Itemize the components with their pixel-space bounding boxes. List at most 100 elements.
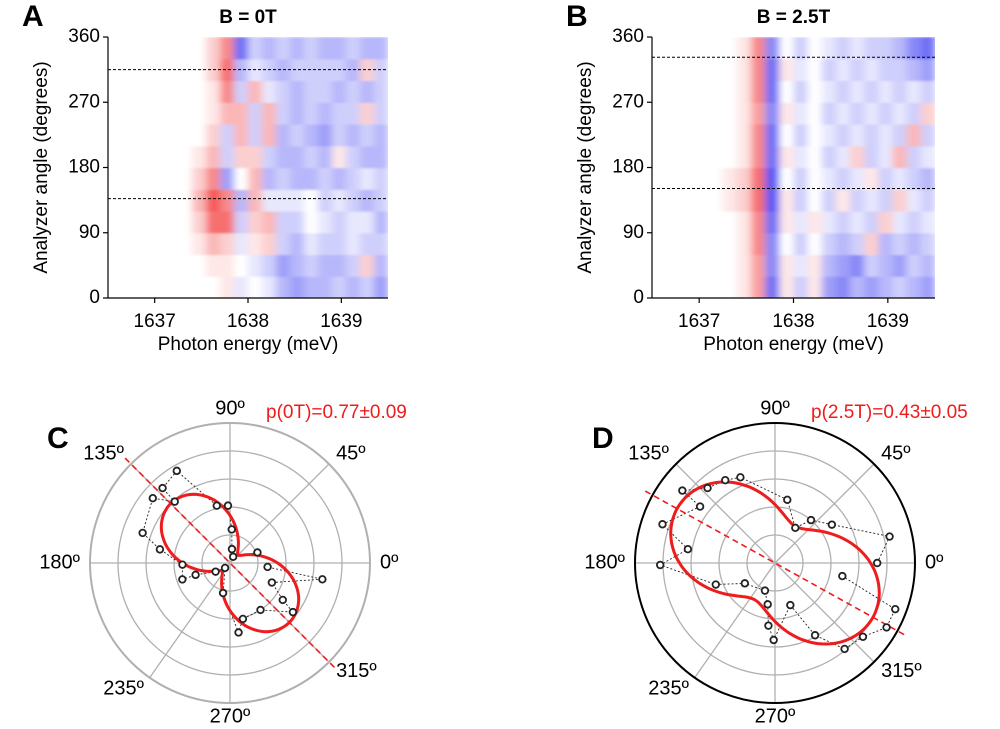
heatmap-cell (821, 276, 837, 298)
heatmap-cell (694, 80, 710, 103)
data-point (155, 545, 165, 554)
heatmap-cell (178, 37, 193, 60)
heatmap-cell (722, 124, 738, 147)
heatmap-cell (736, 145, 752, 169)
heatmap-cell (164, 232, 179, 256)
heatmap-cell (821, 58, 837, 82)
spoke (774, 463, 875, 564)
heatmap-cell (835, 232, 851, 256)
heatmap-cell (892, 189, 908, 212)
heatmap-cell (374, 189, 388, 212)
heatmap-cell (821, 189, 837, 212)
heatmap-cell (751, 37, 766, 60)
heatmap-cell (304, 37, 319, 60)
data-point (760, 586, 770, 595)
heatmap-cell (332, 254, 347, 277)
heatmap-cell (892, 80, 908, 103)
heatmap-cell (708, 276, 724, 298)
heatmap-cell (906, 232, 922, 256)
heatmap-cell (220, 145, 235, 169)
heatmap-cell (708, 167, 724, 190)
polar-frame (634, 422, 916, 704)
heatmap-cell (864, 102, 879, 125)
heatmap-cell (765, 124, 780, 147)
heatmap-cell (150, 124, 165, 147)
heatmap-cell (374, 124, 388, 147)
heatmap-cell (262, 102, 277, 125)
data-point (238, 614, 248, 624)
heatmap-cell (694, 58, 710, 82)
heatmap-cell (234, 254, 249, 277)
heatmap-cell (878, 102, 894, 125)
heatmap-cell (835, 189, 851, 212)
heatmap-cell (234, 276, 249, 298)
heatmap-cell (765, 211, 780, 234)
heatmap-cell (290, 124, 305, 147)
heatmap-cell (821, 37, 837, 60)
heatmap-cell (164, 211, 179, 234)
heatmap-cell (108, 254, 123, 277)
data-point (218, 588, 228, 598)
heatmap-cell (906, 276, 922, 298)
heatmap-cell (360, 37, 375, 60)
heatmap-cell (150, 145, 165, 169)
annotation: p(2.5T)=0.43±0.05 (811, 402, 968, 423)
heatmap-cell (332, 276, 347, 298)
data-point (223, 501, 233, 510)
heatmap-cell (708, 211, 724, 234)
heatmap-cell (262, 232, 277, 256)
angle-label: 270º (755, 705, 796, 727)
heatmap-cell (906, 254, 922, 277)
heatmap-cell (360, 124, 375, 147)
heatmap-cell (248, 102, 263, 125)
heatmap-cell (666, 276, 681, 298)
heatmap-cell (192, 276, 207, 298)
heatmap-cell (722, 37, 738, 60)
heatmap-cell (694, 124, 710, 147)
angle-label: 45º (336, 442, 366, 464)
heatmap-cell (220, 102, 235, 125)
heatmap-cell (864, 124, 879, 147)
heatmap-cell (892, 58, 908, 82)
heatmap-cell (680, 102, 696, 125)
heatmap-cell (136, 276, 151, 298)
heatmap-cell (290, 58, 305, 82)
heatmap-cell (192, 189, 207, 212)
heatmap-cell (122, 254, 137, 277)
heatmap-cell (234, 145, 249, 169)
data-point (227, 525, 236, 534)
heatmap-cell (765, 276, 780, 298)
heatmap-cell (680, 189, 696, 212)
heatmap-cell (360, 80, 375, 103)
heatmap-cell (835, 124, 851, 147)
grid-circle (201, 534, 259, 592)
data-point (658, 520, 667, 529)
heatmap-cell (346, 211, 361, 234)
heatmap-cell (779, 254, 795, 277)
heatmap-cell (304, 124, 319, 147)
data-point (211, 567, 220, 576)
heatmap-cell (652, 254, 667, 277)
angle-label: 0º (380, 551, 399, 573)
heatmap-cell (122, 189, 137, 212)
heatmap-cell (751, 145, 766, 169)
panel-label: A (22, 0, 44, 33)
heatmap-cell (178, 254, 193, 277)
heatmap-cell (736, 254, 752, 277)
heatmap-cell (821, 80, 837, 103)
heatmap-cell (318, 37, 333, 60)
heatmap-cell (220, 232, 235, 256)
heatmap-cell (122, 167, 137, 190)
heatmap-cell (666, 254, 681, 277)
y-axis-label: Analyzer angle (degrees) (31, 61, 52, 273)
heatmap-cell (779, 102, 795, 125)
heatmap-cell (360, 102, 375, 125)
spoke (229, 463, 330, 564)
heatmap-cell (220, 37, 235, 60)
heatmap-cell (906, 167, 922, 190)
heatmap-cell (262, 145, 277, 169)
heatmap-cell (680, 232, 696, 256)
heatmap-cell (276, 102, 291, 125)
heatmap-cell (765, 102, 780, 125)
data-point (740, 579, 750, 588)
